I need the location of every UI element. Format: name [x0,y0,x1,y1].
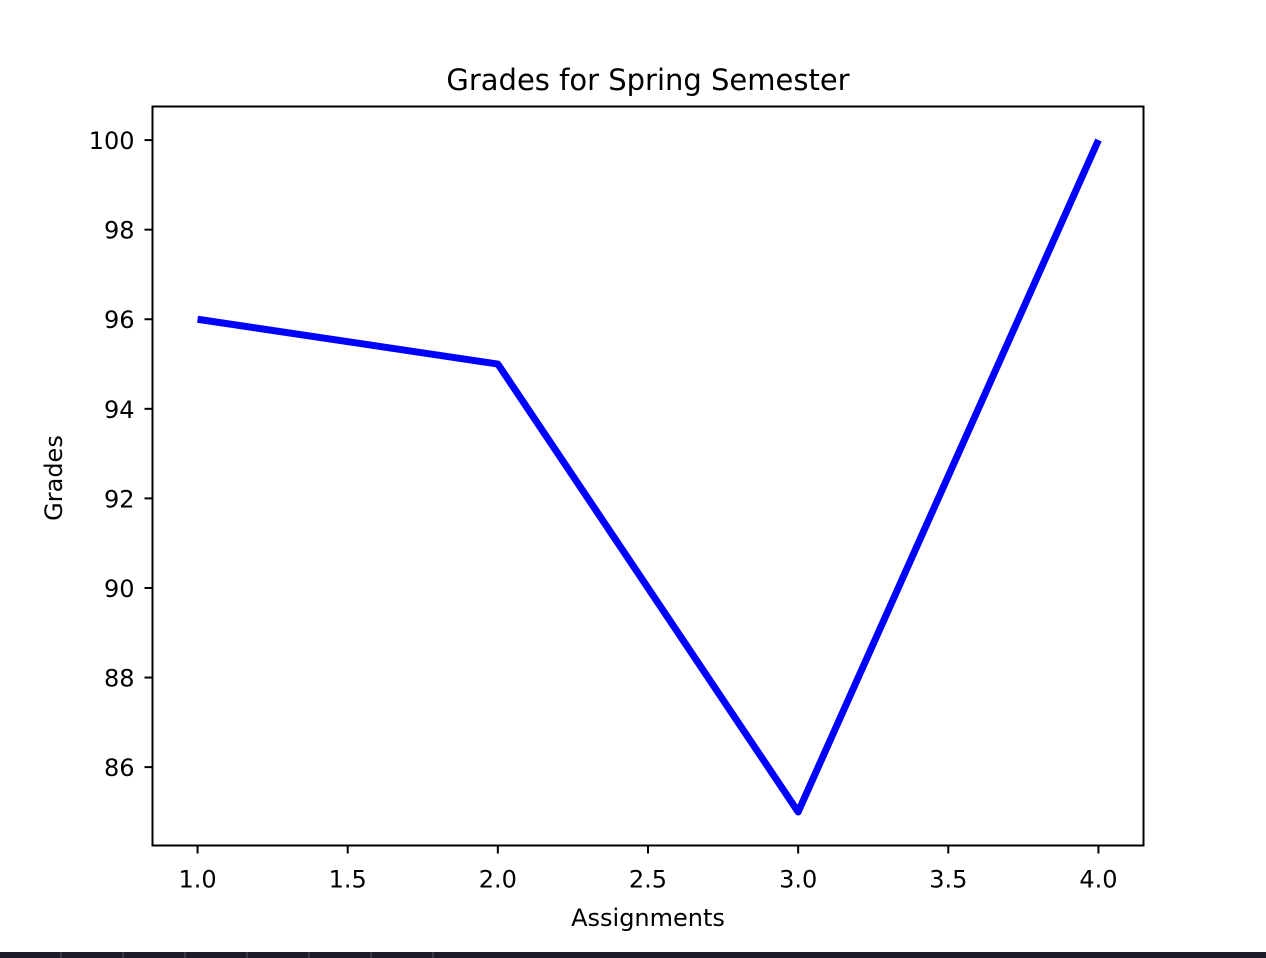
y-tick-label: 94 [104,396,135,424]
taskbar-slot [0,952,62,958]
chart-title: Grades for Spring Semester [446,63,849,97]
tick-layer: 1.0 1.5 2.0 2.5 3.0 3.5 4.0 86 88 90 92 94 96 98 100 [89,127,1118,893]
y-tick-label: 86 [104,754,135,782]
x-tick-label: 2.5 [629,866,667,894]
taskbar-strip [0,952,1266,958]
series-layer [197,138,1102,816]
taskbar-slot [62,952,124,958]
y-tick-label: 88 [104,665,135,693]
x-tick-label: 1.5 [329,866,367,894]
x-tick-label: 4.0 [1079,866,1117,894]
y-tick-label: 90 [104,575,135,603]
x-tick-label: 3.0 [779,866,817,894]
taskbar-slot [310,952,372,958]
y-tick-label: 100 [89,127,135,155]
taskbar-slot [248,952,310,958]
taskbar-slot [186,952,248,958]
series-line [197,138,1102,816]
y-tick-label: 92 [104,485,135,513]
x-tick-label: 2.0 [479,866,517,894]
taskbar-slot [124,952,186,958]
plot-frame [151,105,1145,847]
y-axis-label: Grades [40,435,68,521]
y-tick-label: 98 [104,217,135,245]
x-tick-label: 1.0 [178,866,216,894]
x-axis-label: Assignments [571,904,725,932]
y-tick-label: 96 [104,306,135,334]
x-tick-label: 3.5 [929,866,967,894]
taskbar-slot [372,952,434,958]
